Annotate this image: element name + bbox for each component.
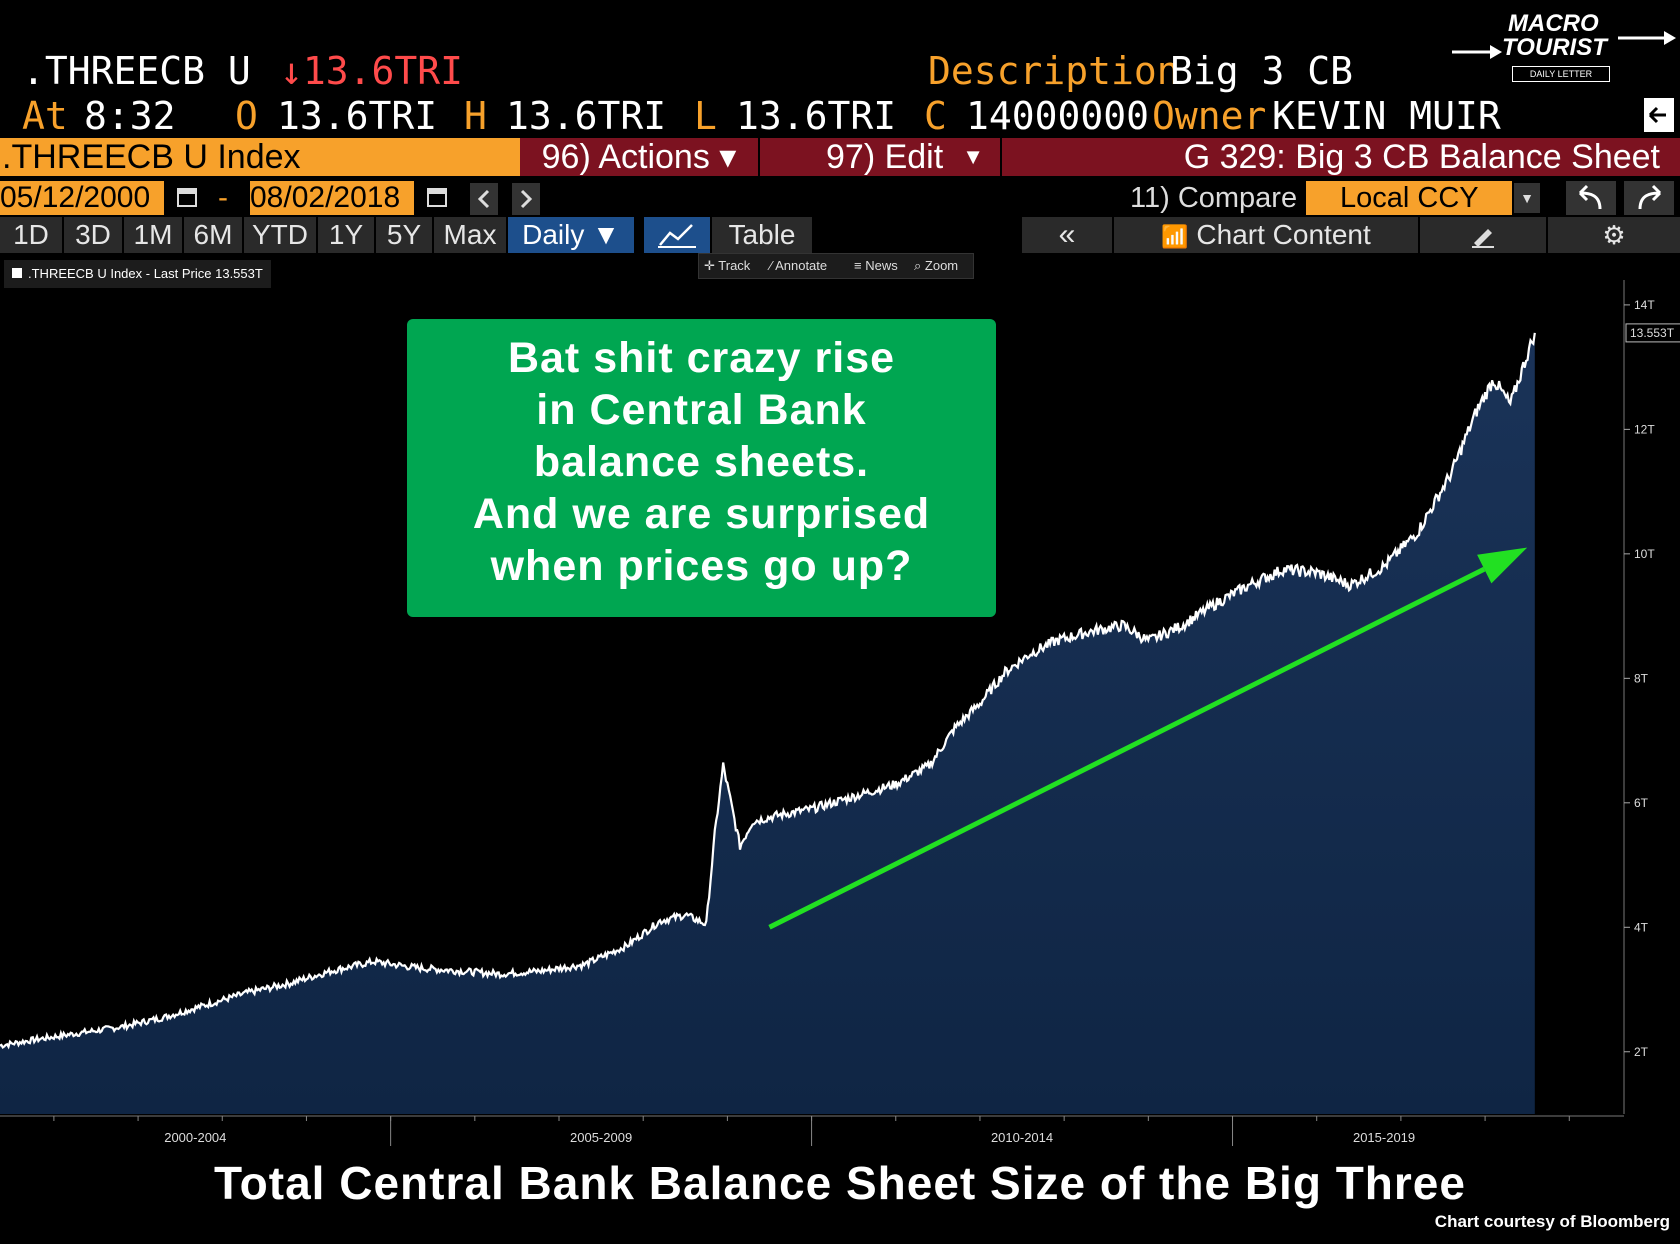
trend-arrow-shaft: [768, 566, 1486, 930]
annotate-chip[interactable]: ⁄ Annotate: [770, 255, 828, 277]
start-date-input[interactable]: 05/12/2000: [0, 181, 164, 215]
edit-chart-icon[interactable]: [1420, 217, 1546, 253]
description-value: Big 3 CB: [1170, 49, 1354, 93]
range-ytd[interactable]: YTD: [244, 217, 316, 253]
close-value: 14000000: [966, 94, 1150, 138]
export-icon[interactable]: [1644, 98, 1674, 132]
callout-line: when prices go up?: [490, 542, 913, 590]
track-label: Track: [718, 258, 751, 273]
settings-gear-icon[interactable]: ⚙: [1548, 217, 1680, 253]
macro-tourist-logo: MACRO TOURIST DAILY LETTER: [1450, 10, 1676, 88]
chart-content-icon: 📶: [1161, 224, 1189, 249]
zoom-label: Zoom: [924, 258, 959, 273]
high-label: H: [464, 94, 487, 138]
track-chip[interactable]: ✛ Track: [704, 255, 751, 277]
series-line: [0, 332, 1536, 1050]
open-value: 13.6TRI: [277, 94, 438, 138]
range-6m[interactable]: 6M: [184, 217, 242, 253]
last-price-label: 13.553T: [1630, 326, 1675, 340]
y-tick-label: 14T: [1634, 298, 1655, 312]
logo-line1: MACRO: [1508, 10, 1599, 37]
collapse-icon[interactable]: «: [1022, 217, 1112, 253]
legend-swatch: [12, 268, 22, 278]
chart: 2T 4T 6T 8T 10T 12T 14T 13.553T 2000-2004 2005-20…: [0, 280, 1680, 1146]
next-arrow-icon[interactable]: [512, 183, 540, 215]
open-label: O: [235, 94, 258, 138]
logo-line2: TOURIST: [1502, 34, 1607, 61]
currency-select[interactable]: Local CCY: [1306, 181, 1512, 215]
legend-label: .THREECB U Index - Last Price 13.553T: [28, 266, 263, 281]
crosshair-icon: ✛: [704, 258, 719, 273]
chevron-down-icon: ▼: [962, 144, 984, 169]
chart-caption: Total Central Bank Balance Sheet Size of…: [214, 1157, 1466, 1209]
y-tick-label: 8T: [1634, 671, 1649, 685]
series-area: [0, 332, 1535, 1114]
news-label: News: [865, 258, 898, 273]
chart-credit: Chart courtesy of Bloomberg: [1434, 1212, 1670, 1231]
pencil-icon: ⁄: [770, 258, 776, 273]
y-tick-label: 4T: [1634, 920, 1649, 934]
at-time: 8:32: [84, 94, 176, 138]
redo-icon[interactable]: [1624, 181, 1674, 215]
y-tick-label: 12T: [1634, 422, 1655, 436]
range-5y[interactable]: 5Y: [376, 217, 432, 253]
chart-content-button[interactable]: 📶 Chart Content: [1114, 217, 1418, 253]
callout-line: in Central Bank: [536, 386, 867, 434]
owner-label: Owner: [1152, 94, 1267, 138]
edit-label: 97) Edit: [826, 138, 944, 176]
chart-legend: .THREECB U Index - Last Price 13.553T: [4, 260, 271, 288]
range-3d[interactable]: 3D: [64, 217, 122, 253]
last-price-tag: [1625, 323, 1680, 343]
y-tick-label: 2T: [1634, 1045, 1649, 1059]
high-value: 13.6TRI: [506, 94, 667, 138]
x-tick-label: 2005-2009: [570, 1130, 632, 1145]
low-label: L: [694, 94, 717, 138]
frequency-select[interactable]: Daily ▼: [508, 217, 634, 253]
chart-content-label: Chart Content: [1196, 219, 1371, 250]
y-tick-label: 10T: [1634, 547, 1655, 561]
callout-box: Bat shit crazy rise in Central Bank bala…: [407, 319, 996, 617]
index-name: .THREECB U Index: [0, 138, 520, 176]
edit-menu[interactable]: 97) Edit ▼: [760, 138, 1000, 176]
last-change: ↓13.6TRI: [280, 49, 464, 93]
chevron-down-icon[interactable]: ▼: [1514, 183, 1540, 213]
callout-line: And we are surprised: [472, 490, 931, 538]
range-max[interactable]: Max: [434, 217, 506, 253]
chart-name: G 329: Big 3 CB Balance Sheet: [1002, 138, 1680, 176]
x-tick-label: 2010-2014: [991, 1130, 1053, 1145]
x-tick-label: 2015-2019: [1353, 1130, 1415, 1145]
trend-arrow-head: [1477, 547, 1528, 584]
logo-arrow-icon: [1452, 31, 1676, 59]
annotate-label: Annotate: [775, 258, 828, 273]
x-tick-label: 2000-2004: [164, 1130, 226, 1145]
prev-arrow-icon[interactable]: [470, 183, 498, 215]
news-chip[interactable]: ≡ News: [854, 255, 898, 277]
callout-line: balance sheets.: [533, 438, 870, 486]
table-button[interactable]: Table: [712, 217, 812, 253]
close-label: C: [924, 94, 947, 138]
compare-button[interactable]: 11) Compare: [1130, 182, 1298, 214]
zoom-chip[interactable]: ⌕ Zoom: [914, 255, 959, 277]
low-value: 13.6TRI: [736, 94, 897, 138]
ticker: .THREECB U: [22, 49, 251, 93]
range-1d[interactable]: 1D: [0, 217, 62, 253]
actions-menu[interactable]: 96) Actions ▾: [520, 138, 758, 176]
owner-value: KEVIN MUIR: [1272, 94, 1501, 138]
callout-line: Bat shit crazy rise: [507, 334, 896, 382]
zoom-icon: ⌕: [914, 258, 925, 273]
description-label: Description: [928, 49, 1180, 93]
line-chart-icon[interactable]: [644, 217, 710, 253]
range-1m[interactable]: 1M: [124, 217, 182, 253]
calendar-icon[interactable]: [176, 185, 198, 209]
end-date-input[interactable]: 08/02/2018: [250, 181, 414, 215]
at-label: At: [22, 94, 68, 138]
date-separator: -: [218, 181, 228, 214]
calendar-icon[interactable]: [426, 185, 448, 209]
range-1y[interactable]: 1Y: [318, 217, 374, 253]
logo-line3: DAILY LETTER: [1512, 66, 1610, 82]
undo-icon[interactable]: [1566, 181, 1616, 215]
news-icon: ≡: [854, 258, 866, 273]
y-tick-label: 6T: [1634, 796, 1649, 810]
